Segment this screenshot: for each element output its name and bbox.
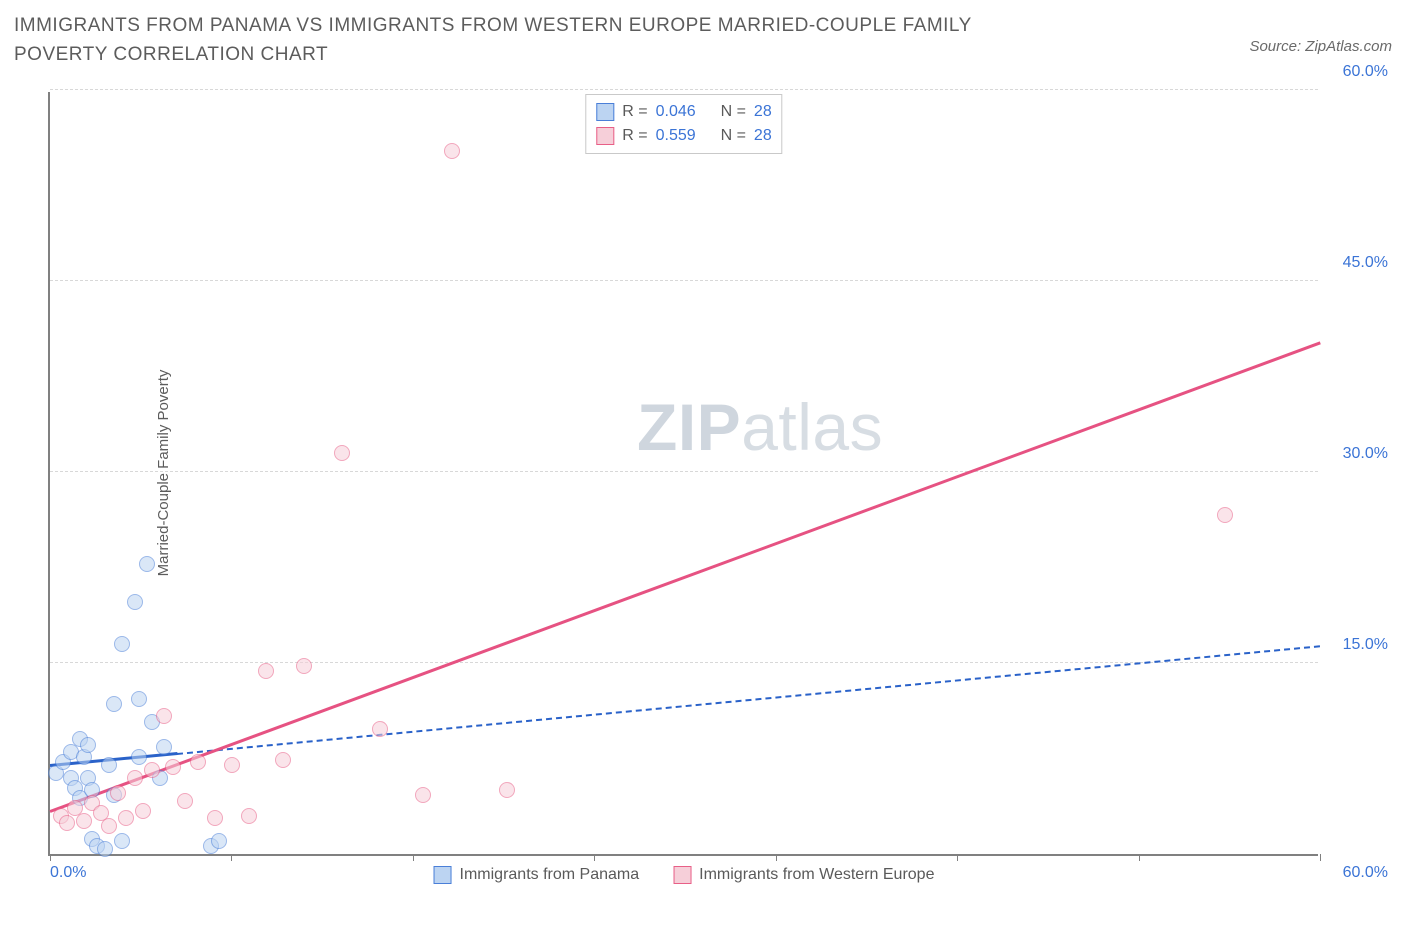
data-point — [135, 803, 151, 819]
data-point — [156, 708, 172, 724]
data-point — [211, 833, 227, 849]
y-axis-label: Married-Couple Family Poverty — [155, 370, 172, 577]
data-point — [114, 833, 130, 849]
trend-line — [49, 342, 1320, 813]
gridline — [50, 471, 1318, 472]
data-point — [106, 696, 122, 712]
x-tick — [1139, 854, 1140, 861]
plot-area: Married-Couple Family Poverty ZIPatlas R… — [48, 92, 1318, 856]
data-point — [139, 556, 155, 572]
data-point — [101, 757, 117, 773]
legend-stat-row: R = 0.559 N = 28 — [596, 124, 771, 148]
data-point — [177, 793, 193, 809]
y-tick-label: 45.0% — [1326, 254, 1388, 272]
data-point — [144, 762, 160, 778]
data-point — [190, 754, 206, 770]
data-point — [165, 759, 181, 775]
data-point — [334, 445, 350, 461]
gridline — [50, 89, 1318, 90]
x-tick — [50, 854, 51, 861]
y-tick-label: 30.0% — [1326, 445, 1388, 463]
data-point — [296, 658, 312, 674]
chart-title: IMMIGRANTS FROM PANAMA VS IMMIGRANTS FRO… — [14, 12, 1044, 69]
y-tick-label: 60.0% — [1326, 63, 1388, 81]
watermark: ZIPatlas — [637, 389, 883, 465]
x-tick — [957, 854, 958, 861]
x-tick — [231, 854, 232, 861]
data-point — [131, 749, 147, 765]
data-point — [76, 813, 92, 829]
data-point — [114, 636, 130, 652]
x-tick — [776, 854, 777, 861]
data-point — [127, 594, 143, 610]
legend-series: Immigrants from Panama Immigrants from We… — [434, 866, 935, 884]
x-tick — [1320, 854, 1321, 861]
data-point — [415, 787, 431, 803]
y-tick-label: 15.0% — [1326, 636, 1388, 654]
legend-stat-row: R = 0.046 N = 28 — [596, 100, 771, 124]
data-point — [118, 810, 134, 826]
x-axis-end-label: 60.0% — [1326, 864, 1388, 882]
data-point — [156, 739, 172, 755]
gridline — [50, 280, 1318, 281]
data-point — [241, 808, 257, 824]
data-point — [59, 815, 75, 831]
data-point — [101, 818, 117, 834]
data-point — [372, 721, 388, 737]
x-tick — [594, 854, 595, 861]
data-point — [258, 663, 274, 679]
legend-series-item: Immigrants from Western Europe — [673, 866, 934, 884]
data-point — [131, 691, 147, 707]
legend-series-item: Immigrants from Panama — [434, 866, 640, 884]
data-point — [444, 143, 460, 159]
data-point — [224, 757, 240, 773]
source-label: Source: ZipAtlas.com — [1249, 38, 1392, 55]
x-tick — [413, 854, 414, 861]
x-axis-start-label: 0.0% — [50, 864, 86, 882]
data-point — [207, 810, 223, 826]
data-point — [80, 737, 96, 753]
data-point — [110, 785, 126, 801]
data-point — [1217, 507, 1233, 523]
data-point — [97, 841, 113, 857]
data-point — [275, 752, 291, 768]
legend-stats: R = 0.046 N = 28R = 0.559 N = 28 — [585, 94, 782, 154]
data-point — [127, 770, 143, 786]
data-point — [499, 782, 515, 798]
